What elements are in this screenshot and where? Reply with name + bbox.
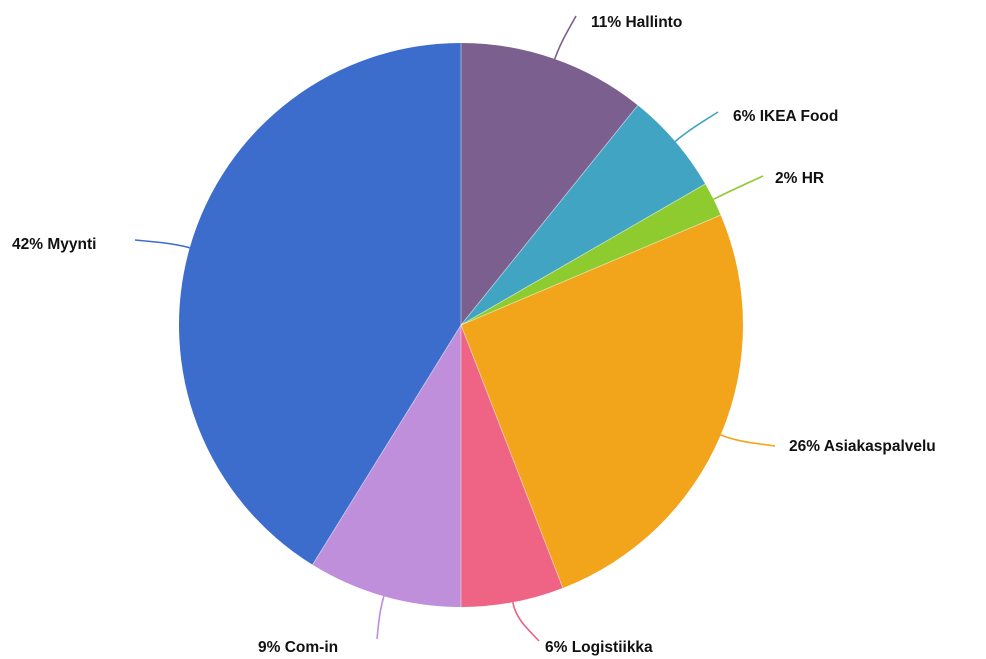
slice-hallinto	[461, 43, 638, 325]
label-hr: 2% HR	[775, 170, 824, 187]
label-ikea-food: 6% IKEA Food	[733, 108, 838, 125]
leader-line-myynti	[134, 239, 190, 249]
slice-logistiikka	[461, 325, 563, 607]
slice-labels: 11% Hallinto 6% IKEA Food 2% HR 26% Asia…	[12, 14, 936, 656]
leader-line-hr	[713, 175, 764, 201]
slice-divider	[460, 324, 564, 589]
pie-slices	[179, 43, 743, 607]
label-leader-lines	[134, 15, 776, 642]
leader-line-com-in	[376, 596, 385, 640]
label-logistiikka: 6% Logistiikka	[545, 639, 653, 656]
slice-asiakaspalvelu	[461, 215, 743, 588]
slice-hr	[461, 184, 721, 325]
slice-divider	[312, 324, 462, 565]
leader-line-hallinto	[553, 15, 577, 60]
slice-divider	[460, 183, 706, 326]
leader-line-asiakaspalvelu	[720, 434, 776, 447]
leader-line-logistiikka	[512, 602, 540, 642]
slice-myynti	[179, 43, 461, 565]
leader-line-ikea-food	[674, 111, 719, 143]
slice-divider	[460, 105, 639, 326]
label-asiakaspalvelu: 26% Asiakaspalvelu	[789, 438, 936, 455]
slice-divider	[460, 214, 721, 326]
label-hallinto: 11% Hallinto	[591, 14, 682, 31]
label-com-in: 9% Com-in	[258, 639, 338, 656]
slice-ikea-food	[461, 105, 706, 325]
label-myynti: 42% Myynti	[12, 236, 96, 253]
slice-com-in	[312, 325, 461, 607]
pie-dividers	[312, 43, 721, 607]
